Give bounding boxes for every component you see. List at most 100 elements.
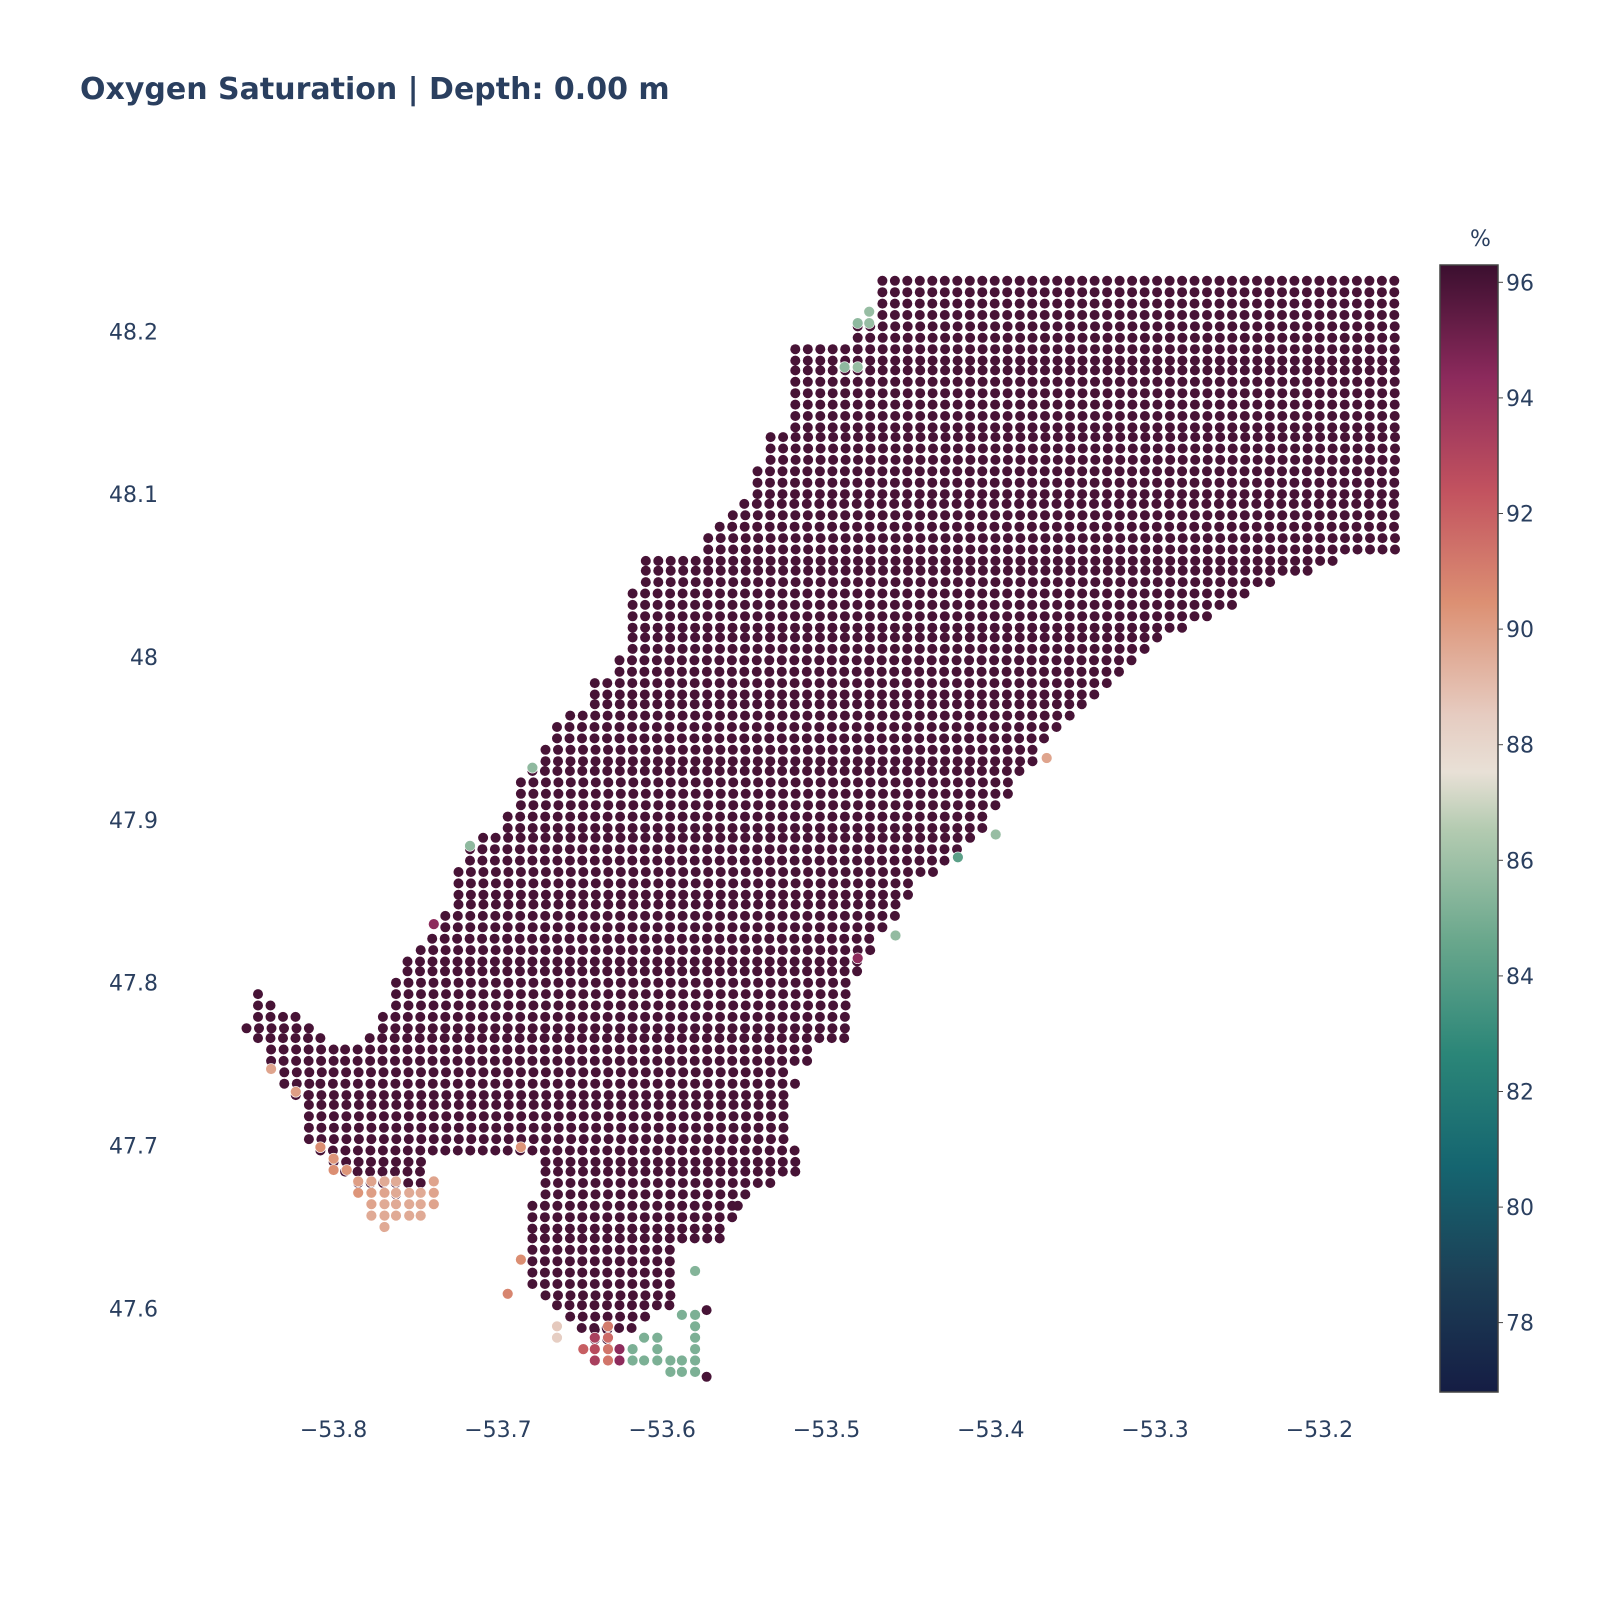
scatter-point xyxy=(578,989,589,1000)
scatter-point xyxy=(664,666,675,677)
scatter-point xyxy=(453,1134,464,1145)
scatter-point xyxy=(753,777,764,788)
scatter-point xyxy=(365,1209,378,1222)
scatter-point xyxy=(453,878,464,889)
scatter-point xyxy=(915,422,926,433)
scatter-point xyxy=(801,655,812,666)
scatter-point xyxy=(889,710,900,721)
scatter-point xyxy=(1052,321,1063,332)
scatter-point xyxy=(952,622,963,633)
scatter-point xyxy=(690,878,701,889)
scatter-point xyxy=(902,699,912,710)
scatter-point xyxy=(852,466,863,477)
scatter-point xyxy=(602,811,613,822)
scatter-point xyxy=(790,777,801,788)
scatter-point xyxy=(291,1067,302,1078)
scatter-point xyxy=(1139,355,1150,366)
scatter-point xyxy=(1264,376,1275,387)
scatter-point xyxy=(715,910,725,921)
scatter-point xyxy=(1314,298,1325,309)
scatter-point xyxy=(1039,287,1050,298)
scatter-point xyxy=(641,1090,652,1101)
scatter-point xyxy=(515,945,526,956)
scatter-point xyxy=(728,565,739,576)
scatter-point xyxy=(977,388,988,399)
scatter-point xyxy=(628,867,639,877)
scatter-point xyxy=(1327,399,1338,410)
scatter-point xyxy=(889,643,900,654)
scatter-point xyxy=(701,1033,712,1044)
scatter-point xyxy=(714,722,725,732)
scatter-point xyxy=(1264,365,1275,376)
scatter-point xyxy=(690,899,701,910)
scatter-point xyxy=(889,929,902,942)
scatter-point xyxy=(664,1354,677,1367)
scatter-point xyxy=(902,477,913,488)
scatter-point xyxy=(752,477,763,488)
scatter-point xyxy=(453,1099,464,1110)
scatter-point xyxy=(1065,577,1076,588)
scatter-point xyxy=(303,1122,314,1133)
scatter-point xyxy=(753,565,764,576)
scatter-point xyxy=(640,777,651,788)
scatter-point xyxy=(790,800,801,811)
scatter-point xyxy=(453,889,464,900)
scatter-point xyxy=(1064,699,1075,710)
scatter-point xyxy=(1139,510,1150,521)
scatter-point xyxy=(964,766,975,776)
scatter-point xyxy=(1090,432,1101,443)
scatter-point xyxy=(1027,756,1038,767)
scatter-point xyxy=(964,823,975,833)
scatter-point xyxy=(551,1331,563,1344)
scatter-point xyxy=(1139,388,1150,399)
scatter-point xyxy=(1189,510,1200,521)
scatter-point xyxy=(1201,498,1212,509)
scatter-point xyxy=(814,956,825,967)
scatter-point xyxy=(940,388,951,399)
scatter-point xyxy=(1127,466,1138,477)
scatter-point xyxy=(864,611,875,622)
scatter-point xyxy=(765,555,776,566)
scatter-point xyxy=(752,622,763,633)
scatter-point xyxy=(1351,466,1362,477)
scatter-point xyxy=(1064,643,1075,654)
scatter-point xyxy=(304,1078,315,1089)
scatter-point xyxy=(565,989,576,1000)
scatter-point xyxy=(614,1256,625,1267)
scatter-point xyxy=(1026,733,1037,744)
scatter-point xyxy=(1002,565,1013,576)
scatter-point xyxy=(853,454,863,465)
scatter-point xyxy=(852,678,863,689)
scatter-point xyxy=(652,1233,663,1244)
scatter-point xyxy=(727,756,738,767)
scatter-point xyxy=(639,766,650,776)
scatter-point xyxy=(715,1156,726,1167)
scatter-point xyxy=(714,655,725,666)
scatter-point xyxy=(639,655,650,666)
scatter-point xyxy=(1002,477,1013,488)
scatter-point xyxy=(914,855,925,866)
scatter-point xyxy=(778,432,789,443)
scatter-point xyxy=(1264,489,1275,500)
scatter-point xyxy=(602,1300,612,1311)
scatter-point xyxy=(316,1122,327,1133)
scatter-point xyxy=(1089,466,1100,477)
scatter-point xyxy=(890,321,901,332)
scatter-point xyxy=(415,1198,427,1210)
scatter-point xyxy=(1201,521,1212,532)
scatter-point xyxy=(826,1033,837,1044)
scatter-point xyxy=(939,655,950,666)
scatter-point xyxy=(590,1178,601,1188)
scatter-point xyxy=(691,1099,701,1110)
scatter-point xyxy=(1090,533,1101,544)
scatter-point xyxy=(639,1223,650,1234)
scatter-point xyxy=(827,411,838,421)
scatter-point xyxy=(1027,355,1038,366)
scatter-point xyxy=(740,744,751,755)
scatter-point xyxy=(603,977,614,988)
scatter-point xyxy=(565,777,576,788)
scatter-point xyxy=(341,1111,352,1122)
scatter-point xyxy=(877,344,888,355)
scatter-point xyxy=(814,1033,825,1044)
scatter-point xyxy=(1327,365,1338,376)
